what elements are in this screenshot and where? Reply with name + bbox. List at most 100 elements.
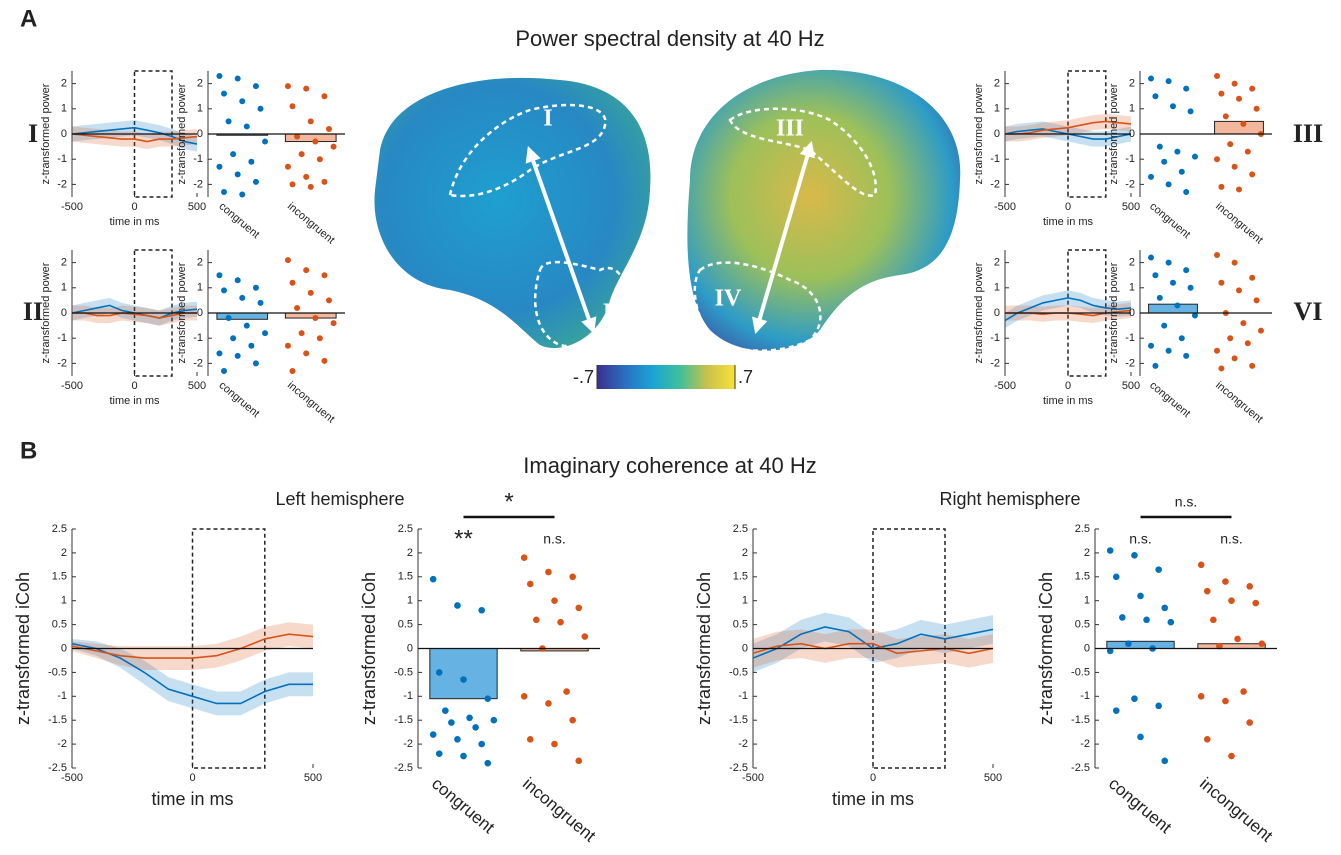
y-axis-label: z-transformed power xyxy=(40,83,52,184)
error-band xyxy=(72,120,197,152)
data-point xyxy=(1131,551,1138,559)
y-tick-label: -2.5 xyxy=(48,762,67,774)
y-tick-label: 2 xyxy=(61,547,67,559)
data-point xyxy=(303,85,310,92)
error-band xyxy=(72,305,197,326)
y-axis-label: z-transformed iCoh xyxy=(694,572,714,725)
data-point xyxy=(1222,113,1229,120)
data-point xyxy=(1165,347,1172,354)
data-point xyxy=(1231,163,1238,170)
y-axis-label: z-transformed power xyxy=(176,262,188,363)
category-label: incongruent xyxy=(1213,379,1265,425)
y-tick-label: 2 xyxy=(994,257,1000,269)
mean-bar xyxy=(1197,643,1266,649)
y-tick-label: -0.5 xyxy=(1071,666,1090,678)
data-point xyxy=(257,105,264,112)
x-tick-label: -500 xyxy=(742,772,764,784)
y-tick-label: 1 xyxy=(994,103,1000,115)
data-point xyxy=(1148,173,1155,180)
data-point xyxy=(1228,597,1235,604)
y-axis-label: z-transformed iCoh xyxy=(1036,572,1056,725)
data-point xyxy=(1156,294,1163,301)
y-tick-label: 0 xyxy=(197,128,203,140)
data-point xyxy=(284,83,291,90)
data-point xyxy=(321,357,328,364)
subtitle: Right hemisphere xyxy=(939,489,1080,509)
x-tick-label: 500 xyxy=(1122,201,1140,213)
y-tick-label: 2 xyxy=(1129,257,1135,269)
data-point xyxy=(307,289,314,296)
data-point xyxy=(1125,640,1132,648)
data-point xyxy=(1137,592,1144,600)
category-label: incongruent xyxy=(1196,774,1276,846)
data-point xyxy=(557,618,564,626)
data-point xyxy=(252,178,259,185)
colorbar-label: .7 xyxy=(738,367,753,387)
y-tick-label: -2 xyxy=(57,178,67,190)
data-point xyxy=(1214,347,1221,354)
y-tick-label: 0 xyxy=(1129,128,1135,140)
x-tick-label: -500 xyxy=(994,201,1016,213)
data-point xyxy=(1234,635,1241,643)
data-point xyxy=(257,299,264,306)
data-point xyxy=(294,304,301,311)
error-band xyxy=(72,126,197,150)
data-point xyxy=(520,693,528,700)
data-point xyxy=(294,133,301,140)
data-point xyxy=(1236,287,1242,294)
x-tick-label: 500 xyxy=(188,380,206,392)
y-tick-label: 0.5 xyxy=(1075,619,1090,631)
mean-bar xyxy=(216,312,269,320)
data-point xyxy=(490,716,498,724)
subtitle: Left hemisphere xyxy=(275,489,404,509)
data-point xyxy=(1249,274,1256,281)
y-tick-label: 1 xyxy=(407,595,413,607)
data-point xyxy=(545,568,552,576)
mean-bar xyxy=(1214,120,1264,135)
data-point xyxy=(472,724,479,731)
data-point xyxy=(321,93,328,100)
y-tick-label: -2 xyxy=(193,357,203,369)
data-point xyxy=(563,688,570,695)
y-tick-label: -1 xyxy=(57,690,67,702)
y-tick-label: 0 xyxy=(742,642,748,654)
data-point xyxy=(1156,143,1163,150)
data-point xyxy=(1161,604,1169,612)
mean-bar xyxy=(1106,640,1175,650)
x-tick-label: 500 xyxy=(984,772,1002,784)
y-tick-label: -2 xyxy=(990,178,1000,190)
x-axis-label: time in ms xyxy=(151,789,233,809)
data-point xyxy=(478,606,485,614)
data-point xyxy=(551,740,558,748)
data-point xyxy=(551,597,558,604)
data-point xyxy=(230,151,237,158)
y-tick-label: -1 xyxy=(57,332,67,344)
error-band xyxy=(72,622,313,671)
y-axis-label: z-transformed power xyxy=(1108,83,1120,184)
brain-right: III IV xyxy=(687,69,961,352)
panel-title: Imaginary coherence at 40 Hz xyxy=(523,453,817,478)
data-point xyxy=(252,284,259,291)
data-point xyxy=(1161,158,1168,165)
y-tick-label: 1 xyxy=(197,103,203,115)
data-point xyxy=(321,272,328,279)
data-point xyxy=(1187,284,1194,291)
y-axis-label: z-transformed power xyxy=(973,262,985,363)
chart: -2.5 -2 -1.5 -1 -0.5 0 0.5 1 1.5 2 2.5 z-transforme… xyxy=(13,489,405,809)
region-label: III xyxy=(776,116,804,142)
y-tick-label: -1 xyxy=(193,153,203,165)
data-point xyxy=(303,267,310,274)
chart: -2 -1 0 1 2 z-transformed power congruent incon… xyxy=(176,71,345,246)
category-label: congruent xyxy=(1147,200,1192,241)
significance-label: * xyxy=(504,488,513,515)
y-tick-label: 2 xyxy=(1129,78,1135,90)
y-tick-label: -1 xyxy=(990,332,1000,344)
y-tick-label: 0 xyxy=(1084,642,1090,654)
mean-line xyxy=(71,133,198,143)
mean-bar xyxy=(1148,303,1198,314)
data-point xyxy=(1161,757,1169,765)
region-label: I xyxy=(543,106,552,132)
data-point xyxy=(1165,259,1172,266)
y-tick-label: 0 xyxy=(1129,307,1135,319)
data-point xyxy=(1252,599,1260,607)
